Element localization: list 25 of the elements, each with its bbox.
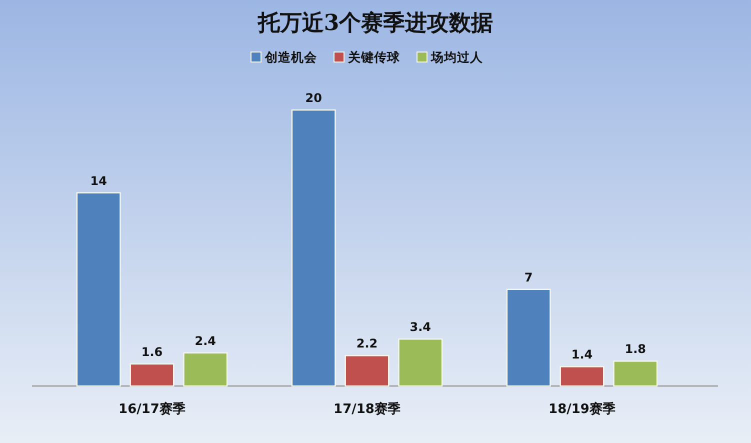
x-tick-label: 16/17赛季 <box>118 401 186 417</box>
bar <box>183 352 228 387</box>
data-label: 1.8 <box>624 342 646 356</box>
bar <box>130 363 174 387</box>
data-label: 3.4 <box>410 320 432 334</box>
bar <box>291 109 336 387</box>
legend-label: 关键传球 <box>347 50 401 64</box>
x-tick-label: 18/19赛季 <box>548 401 616 417</box>
bar <box>506 288 551 387</box>
bar <box>613 360 658 387</box>
legend-label: 场均过人 <box>430 50 484 64</box>
legend-label: 创造机会 <box>264 50 318 64</box>
data-label: 2.2 <box>356 336 378 351</box>
data-label: 1.6 <box>141 344 163 359</box>
data-label: 7 <box>524 270 533 284</box>
data-label: 1.4 <box>571 348 593 362</box>
bar <box>398 338 443 387</box>
bar <box>560 366 604 387</box>
bar <box>344 355 390 387</box>
data-label: 2.4 <box>194 334 216 348</box>
data-label: 20 <box>305 91 322 105</box>
chart-title: 托万近3个赛季进攻数据 <box>256 10 494 36</box>
bar <box>76 192 121 387</box>
data-label: 14 <box>90 174 107 188</box>
x-tick-label: 17/18赛季 <box>334 401 400 417</box>
